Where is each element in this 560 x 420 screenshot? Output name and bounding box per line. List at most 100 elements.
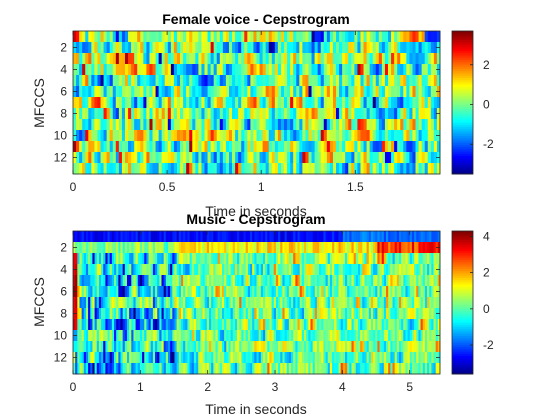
heatmap-cell: [296, 53, 300, 65]
heatmap-cell: [124, 130, 129, 142]
heatmap-cell: [85, 152, 89, 164]
heatmap-cell: [293, 108, 297, 120]
heatmap-cell: [262, 141, 267, 153]
heatmap-cell: [288, 341, 292, 353]
heatmap-cell: [170, 330, 173, 342]
heatmap-cell: [228, 108, 233, 120]
heatmap-cell: [250, 242, 253, 254]
heatmap-cell: [92, 308, 95, 320]
heatmap-cell: [213, 297, 216, 309]
heatmap-cell: [112, 97, 117, 109]
colorbar-segment: [452, 353, 473, 357]
heatmap-cell: [183, 119, 187, 131]
heatmap-cell: [295, 264, 298, 276]
heatmap-cell: [320, 64, 325, 76]
heatmap-cell: [431, 264, 434, 276]
colorbar-segment: [452, 340, 473, 344]
heatmap-cell: [173, 31, 178, 43]
heatmap-cell: [198, 31, 202, 43]
heatmap-cell: [271, 352, 275, 364]
heatmap-cell: [250, 31, 254, 43]
heatmap-cell: [180, 130, 184, 142]
heatmap-cell: [148, 231, 152, 243]
heatmap-cell: [293, 264, 296, 276]
heatmap-cell: [121, 31, 126, 43]
heatmap-cell: [97, 75, 101, 87]
heatmap-cell: [207, 86, 212, 98]
heatmap-cell: [120, 330, 124, 342]
heatmap-cell: [340, 352, 344, 364]
heatmap-cell: [405, 242, 409, 254]
heatmap-cell: [85, 275, 89, 287]
heatmap-cell: [244, 31, 248, 43]
heatmap-cell: [280, 108, 285, 120]
heatmap-cell: [124, 253, 128, 265]
heatmap-cell: [167, 53, 172, 65]
heatmap-cell: [94, 253, 98, 265]
heatmap-cell: [314, 286, 318, 298]
y-tick-label: 6: [60, 285, 67, 299]
heatmap-cell: [247, 108, 251, 120]
heatmap-cell: [131, 130, 135, 142]
heatmap-cell: [140, 53, 144, 65]
heatmap-cell: [241, 264, 244, 276]
heatmap-cell: [237, 297, 240, 309]
heatmap-cell: [396, 363, 400, 375]
heatmap-cell: [291, 319, 294, 331]
heatmap-cell: [305, 119, 309, 131]
heatmap-cell: [414, 242, 417, 254]
heatmap-cell: [363, 86, 367, 98]
heatmap-cell: [131, 231, 134, 243]
heatmap-cell: [94, 163, 98, 175]
heatmap-cell: [334, 242, 337, 254]
heatmap-cell: [409, 141, 413, 153]
heatmap-cell: [351, 119, 355, 131]
heatmap-cell: [234, 297, 238, 309]
heatmap-cell: [329, 319, 333, 331]
heatmap-cell: [275, 319, 279, 331]
heatmap-cell: [96, 363, 100, 375]
heatmap-cell: [415, 97, 419, 109]
heatmap-cell: [118, 86, 123, 98]
heatmap-cell: [262, 286, 266, 298]
heatmap-cell: [316, 231, 320, 243]
chart-title: Music - Cepstrogram: [186, 211, 325, 227]
heatmap-cell: [100, 130, 104, 142]
heatmap-cell: [167, 253, 171, 265]
heatmap-cell: [118, 130, 123, 142]
heatmap-cell: [120, 308, 124, 320]
heatmap-cell: [323, 31, 328, 43]
heatmap-cell: [332, 253, 335, 265]
heatmap-cell: [299, 108, 303, 120]
heatmap-cell: [204, 352, 208, 364]
heatmap-cell: [345, 363, 348, 375]
heatmap-cell: [252, 308, 255, 320]
heatmap-cell: [98, 330, 102, 342]
heatmap-cell: [260, 308, 264, 320]
heatmap-cell: [103, 86, 108, 98]
heatmap-cell: [221, 286, 225, 298]
heatmap-cell: [305, 108, 309, 120]
heatmap-cell: [129, 308, 132, 320]
x-tick-label: 1: [137, 380, 144, 394]
heatmap-cell: [198, 275, 201, 287]
heatmap-cell: [83, 363, 87, 375]
y-tick-label: 4: [60, 263, 67, 277]
heatmap-cell: [235, 86, 239, 98]
heatmap-cell: [252, 363, 255, 375]
heatmap-cell: [403, 152, 407, 164]
heatmap-cell: [386, 297, 389, 309]
heatmap-cell: [431, 319, 434, 331]
heatmap-cell: [265, 97, 270, 109]
heatmap-cell: [357, 363, 361, 375]
heatmap-cell: [388, 108, 392, 120]
heatmap-cell: [158, 64, 163, 76]
heatmap-cell: [152, 264, 156, 276]
heatmap-cell: [416, 341, 419, 353]
heatmap-cell: [144, 363, 147, 375]
heatmap-cell: [121, 86, 126, 98]
heatmap-cell: [323, 141, 328, 153]
heatmap-cell: [96, 275, 100, 287]
heatmap-cell: [226, 286, 229, 298]
heatmap-cell: [79, 308, 83, 320]
